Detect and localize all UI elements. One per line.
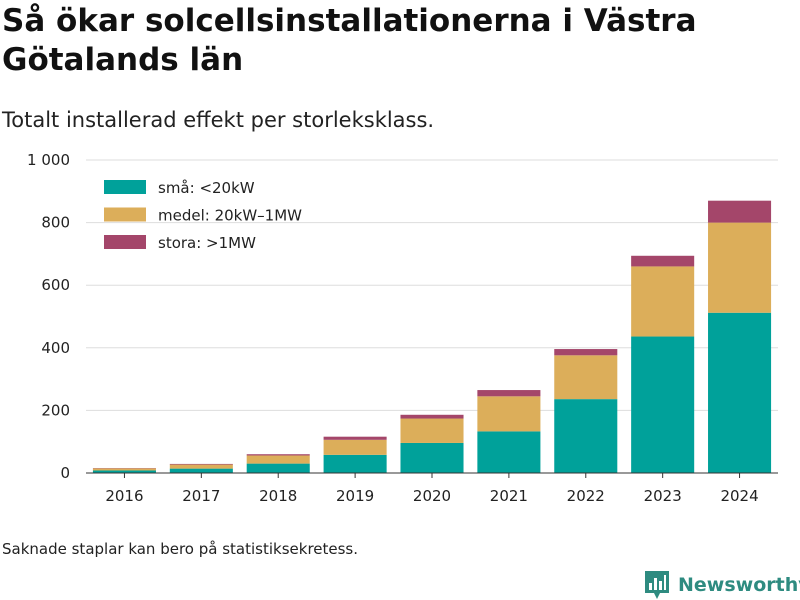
y-tick-label: 400 [41, 339, 70, 357]
x-tick-label: 2021 [490, 487, 528, 505]
bar-segment [477, 390, 541, 397]
x-tick-label: 2018 [259, 487, 297, 505]
x-tick-label: 2019 [336, 487, 374, 505]
bar-segment [92, 470, 156, 473]
y-tick-label: 1 000 [27, 151, 70, 169]
legend-label: medel: 20kW–1MW [158, 207, 302, 225]
bar-segment [246, 463, 310, 473]
legend-label: stora: >1MW [158, 234, 256, 252]
bars [92, 200, 772, 473]
bar-segment [554, 355, 618, 400]
y-axis-ticks: 0 200 400 600 800 1 000 [27, 151, 70, 482]
bar-segment [246, 454, 310, 456]
legend-label: små: <20kW [158, 179, 255, 197]
y-tick-label: 800 [41, 214, 70, 232]
bar-segment [477, 431, 541, 473]
x-tick-label: 2024 [720, 487, 758, 505]
bar-segment [169, 463, 233, 465]
bar-segment [554, 349, 618, 356]
bar-segment [92, 468, 156, 471]
bar-segment [323, 439, 387, 455]
chart-title: Så ökar solcellsinstallationerna i Västr… [2, 3, 697, 78]
bar-segment [323, 436, 387, 440]
bar-segment [477, 396, 541, 432]
chart-subtitle: Totalt installerad effekt per storlekskl… [2, 108, 435, 132]
x-axis-ticks: 2016 2017 2018 2019 2020 2021 2022 2023 2024 [105, 473, 759, 505]
y-tick-label: 600 [41, 276, 70, 294]
bar-segment [554, 399, 618, 473]
y-tick-label: 0 [60, 464, 70, 482]
brand-name: Newsworthy [678, 574, 800, 596]
bar-segment [708, 200, 772, 223]
bar-segment [631, 336, 695, 473]
y-tick-label: 200 [41, 401, 70, 419]
bar-segment [246, 455, 310, 464]
x-tick-label: 2016 [105, 487, 143, 505]
x-tick-label: 2020 [413, 487, 451, 505]
bar-segment [708, 312, 772, 473]
bar-segment [323, 454, 387, 473]
newsworthy-logo-icon [645, 571, 669, 599]
bar-segment [169, 464, 233, 469]
bar-segment [400, 414, 464, 419]
bar-segment [400, 442, 464, 473]
bar-segment [400, 418, 464, 443]
x-tick-label: 2023 [644, 487, 682, 505]
bar-segment [169, 468, 233, 473]
x-tick-label: 2022 [567, 487, 605, 505]
x-tick-label: 2017 [182, 487, 220, 505]
footnote: Saknade staplar kan bero på statistiksek… [2, 540, 359, 558]
legend: små: <20kW medel: 20kW–1MW stora: >1MW [104, 179, 302, 252]
brand-logo: Newsworthy [644, 570, 800, 600]
bar-segment [631, 266, 695, 337]
legend-swatch [104, 235, 146, 249]
bar-segment [631, 255, 695, 267]
legend-swatch [104, 207, 146, 222]
bar-segment [708, 222, 772, 313]
legend-swatch [104, 180, 146, 194]
